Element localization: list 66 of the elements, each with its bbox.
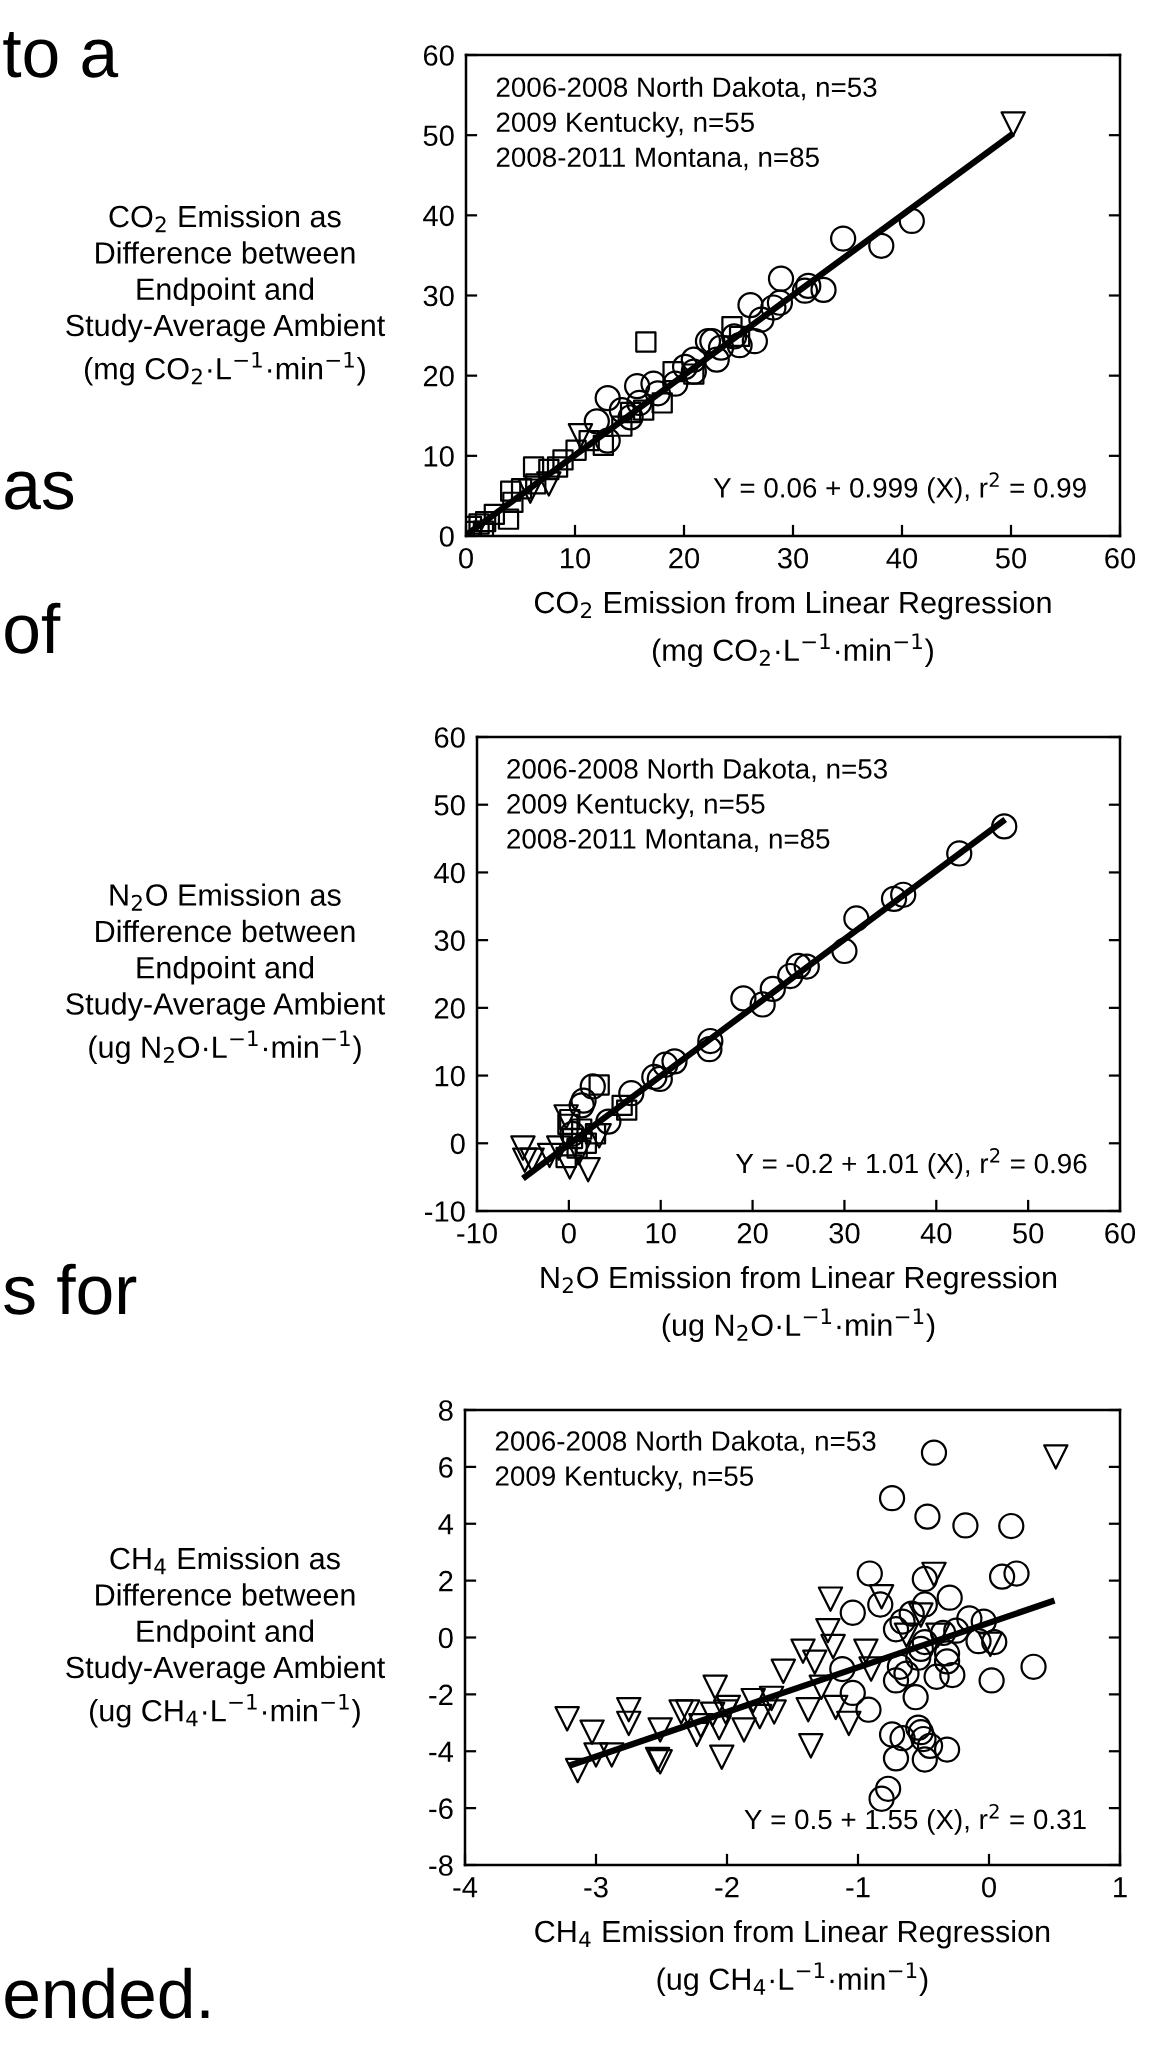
text: as: [5, 471, 74, 510]
annotation: Y = 0.5 + 1.55 (X), r$^{2}$ = 0.31: [744, 1803, 1086, 1835]
y-tick-label: 20: [434, 998, 465, 1019]
y-tick-label: 0: [439, 526, 454, 547]
annotation: 2008-2011 Montana, n=85: [496, 147, 819, 171]
x-tick-label: 20: [669, 547, 700, 569]
y-tick-label: 2: [439, 1570, 453, 1592]
x-tick-label: 60: [1105, 547, 1136, 569]
y-tick-label: -10: [425, 1201, 465, 1222]
y-tick-label: 0: [438, 1627, 453, 1649]
y-tick-label: 0: [450, 1133, 465, 1155]
x-tick-label: 60: [1105, 1222, 1136, 1244]
text: ended.: [5, 1967, 209, 2019]
y-tick-label: 30: [434, 930, 465, 951]
x-tick-label: 40: [886, 547, 918, 569]
annotation: 2009 Kentucky, n=55: [495, 1465, 754, 1492]
x-tick-label: -2: [715, 1876, 739, 1898]
y-tick-label: 50: [423, 125, 454, 147]
x-tick-label: 0: [561, 1222, 576, 1244]
x-tick-label: 50: [995, 547, 1027, 569]
text: N$_{2}$O Emission as Difference between Endpoint and Study-Average Ambient (ug N$_{2}$O·L$^{−1}$·min$^{−1}$): [66, 883, 386, 1065]
y-tick-label: -2: [429, 1684, 453, 1705]
annotation: 2009 Kentucky, n=55: [496, 111, 754, 138]
y-tick-label: -6: [429, 1798, 453, 1819]
annotation: Y = -0.2 + 1.01 (X), r$^{2}$ = 0.96: [735, 1148, 1087, 1179]
y-tick-label: 40: [434, 862, 465, 884]
text: CH$_{4}$ Emission as Difference between Endpoint and Study-Average Ambient (ug CH$_{4}$·L$^{−1}$·min$^{−1}$): [66, 1546, 386, 1728]
x-tick-label: 30: [777, 547, 809, 569]
annotation: 2006-2008 North Dakota, n=53: [495, 1430, 876, 1455]
x-tick-label: -1: [846, 1877, 870, 1898]
y-tick-label: 10: [424, 446, 454, 467]
text: s for: [4, 1263, 137, 1315]
annotation: 2006-2008 North Dakota, n=53: [496, 76, 877, 101]
text: N$_{2}$O Emission from Linear Regression (ug N$_{2}$O·L$^{−1}$·min$^{−1}$): [541, 1265, 1057, 1343]
y-tick-label: 8: [438, 1400, 453, 1421]
annotation: 2008-2011 Montana, n=85: [507, 829, 830, 853]
y-tick-label: 40: [423, 205, 454, 227]
x-tick-label: 0: [982, 1876, 996, 1898]
y-tick-label: 4: [438, 1514, 454, 1535]
y-tick-label: 60: [423, 45, 454, 66]
x-tick-label: 50: [1013, 1222, 1044, 1244]
text: CH$_{4}$ Emission from Linear Regression (ug CH$_{4}$·L$^{−1}$·min$^{−1}$): [535, 1919, 1050, 1997]
y-tick-label: 60: [434, 727, 465, 748]
y-tick-label: 30: [423, 285, 454, 307]
y-tick-label: 10: [435, 1065, 465, 1087]
x-tick-label: 1: [1114, 1877, 1127, 1898]
y-tick-label: 20: [423, 365, 454, 387]
text: of: [5, 602, 61, 654]
y-tick-label: 6: [439, 1457, 453, 1478]
annotation: 2009 Kentucky, n=55: [507, 793, 765, 820]
x-tick-label: -3: [584, 1876, 608, 1898]
x-tick-label: 10: [646, 1222, 676, 1244]
x-tick-label: 40: [920, 1222, 952, 1244]
text: CO$_{2}$ Emission from Linear Regression (mg CO$_{2}$·L$^{−1}$·min$^{−1}$): [534, 590, 1051, 668]
y-tick-label: -8: [429, 1855, 453, 1876]
x-tick-label: 10: [561, 547, 591, 569]
y-tick-label: 50: [434, 794, 465, 816]
text: to a: [3, 32, 119, 78]
text: CO$_{2}$ Emission as Difference between Endpoint and Study-Average Ambient (mg CO$_{2}$·L$^{−1}$·min$^{−1}$): [66, 204, 386, 386]
x-tick-label: -10: [457, 1222, 497, 1244]
x-tick-label: -4: [453, 1877, 478, 1898]
annotation: Y = 0.06 + 0.999 (X), r$^{2}$ = 0.99: [713, 472, 1086, 504]
annotation: 2006-2008 North Dakota, n=53: [507, 758, 887, 783]
x-tick-label: 20: [737, 1222, 768, 1244]
x-tick-label: 30: [829, 1222, 860, 1244]
y-tick-label: -4: [429, 1741, 454, 1762]
